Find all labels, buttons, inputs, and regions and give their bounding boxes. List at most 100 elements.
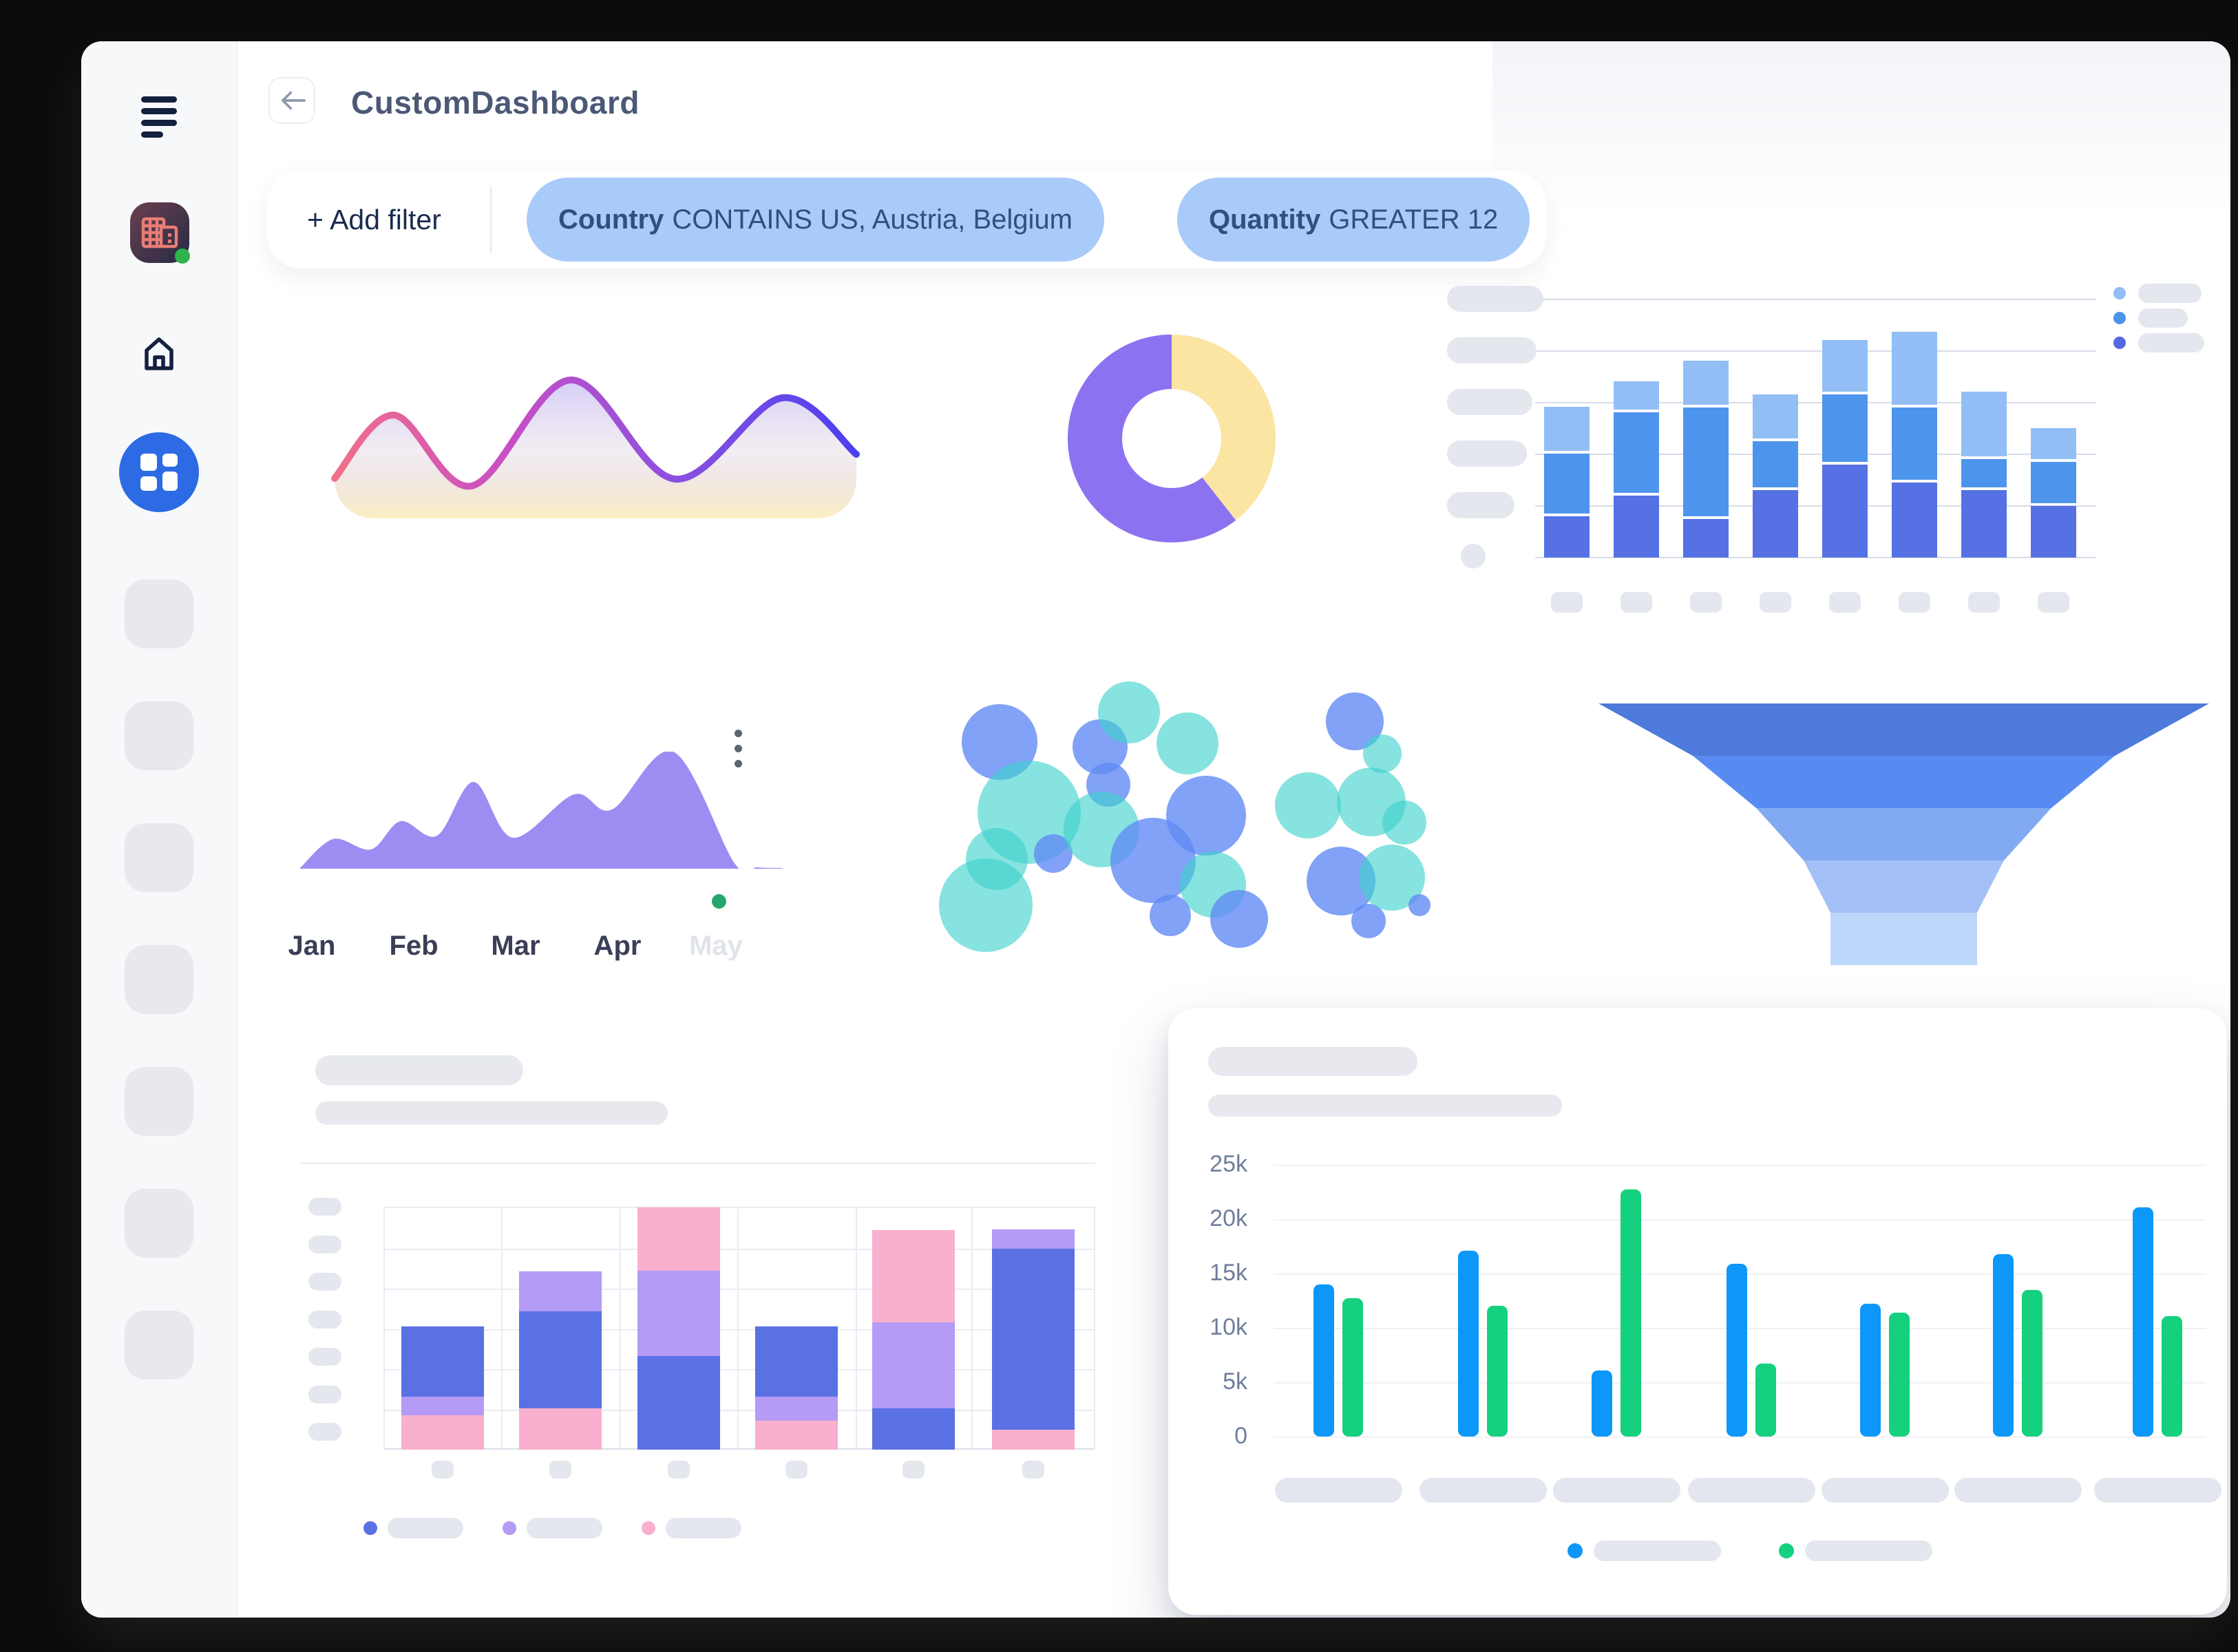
stacked-bar — [1753, 394, 1798, 558]
sidebar — [81, 41, 237, 1618]
filter-field: Country — [558, 204, 664, 235]
legend-label-pill — [2138, 333, 2204, 352]
y-axis-pill — [1461, 544, 1486, 569]
wave-line-chart — [330, 344, 861, 530]
bar-segment — [992, 1430, 1075, 1450]
series-green-bar — [1755, 1364, 1776, 1437]
bubble-teal — [1275, 772, 1341, 838]
back-button[interactable] — [268, 77, 315, 124]
x-axis-pill — [1553, 1478, 1680, 1503]
legend-item[interactable] — [642, 1518, 741, 1538]
x-axis-pill — [1022, 1461, 1044, 1479]
x-axis-pill — [1690, 592, 1722, 613]
menu-bar — [141, 120, 177, 126]
filter-field: Quantity — [1209, 204, 1321, 235]
bar-segment — [1753, 394, 1798, 438]
bar-segment — [1961, 490, 2007, 558]
legend-dot — [2113, 312, 2126, 324]
legend-dot — [2113, 287, 2126, 299]
sidebar-item-dashboards-active[interactable] — [119, 432, 199, 512]
active-month-marker — [712, 894, 726, 909]
bar-segment — [1961, 391, 2007, 456]
background-tint — [1492, 41, 2230, 213]
sidebar-item-placeholder[interactable] — [125, 823, 193, 892]
bar-segment — [1753, 441, 1798, 488]
sidebar-item-placeholder[interactable] — [125, 1189, 193, 1258]
x-axis-pill — [1899, 592, 1930, 613]
legend-item[interactable] — [1779, 1540, 1932, 1561]
bar-segment — [1683, 407, 1729, 516]
legend-item[interactable] — [2113, 308, 2188, 328]
bar-segment — [2031, 461, 2076, 503]
bar-segment — [1822, 339, 1868, 392]
stacked-bar — [2031, 427, 2076, 558]
y-axis-label: 20k — [1210, 1205, 1247, 1231]
y-axis-pill — [308, 1348, 341, 1366]
legend-dot — [2113, 337, 2126, 349]
x-tick-may: May — [689, 931, 743, 961]
sidebar-item-placeholder[interactable] — [125, 945, 193, 1014]
x-tick-mar: Mar — [491, 931, 540, 961]
window-dot — [168, 240, 171, 243]
bar-segment — [1614, 495, 1659, 558]
bar-segment — [637, 1207, 720, 1271]
stacked-bar-chart — [1535, 299, 2096, 558]
legend-item[interactable] — [1567, 1540, 1721, 1561]
x-axis-pill — [2094, 1478, 2221, 1503]
legend-item[interactable] — [363, 1518, 463, 1538]
window-dot — [168, 233, 171, 237]
gridline — [383, 1249, 1095, 1250]
bubble-blue — [1210, 890, 1268, 948]
app-window: CustomDashboard + Add filter Country CON… — [81, 41, 2230, 1618]
chart-title-placeholder — [315, 1055, 523, 1086]
sidebar-item-placeholder[interactable] — [125, 580, 193, 648]
bar-segment — [519, 1271, 602, 1312]
stacked-bar — [755, 1326, 838, 1450]
legend-dot — [1779, 1543, 1794, 1558]
stacked-bar — [1961, 391, 2007, 558]
kebab-menu[interactable] — [731, 730, 745, 775]
gridline — [1274, 1165, 2206, 1166]
bar-segment — [1544, 454, 1590, 513]
x-axis-pill — [431, 1461, 454, 1479]
dashboard-grid-icon — [140, 454, 178, 491]
stacked-bar — [1614, 381, 1659, 558]
stacked-bar — [1544, 407, 1590, 558]
bar-segment — [1892, 332, 1937, 405]
stacked-bar — [401, 1326, 484, 1450]
menu-icon[interactable] — [141, 96, 177, 143]
sidebar-item-placeholder[interactable] — [125, 701, 193, 770]
add-filter-button[interactable]: + Add filter — [307, 203, 441, 235]
legend-label-pill — [666, 1518, 741, 1538]
stacked-bar — [1822, 339, 1868, 558]
sidebar-item-placeholder[interactable] — [125, 1311, 193, 1379]
series-green-bar — [1889, 1312, 1910, 1437]
legend-item[interactable] — [2113, 284, 2202, 303]
company-logo[interactable] — [129, 201, 192, 264]
legend-item[interactable] — [2113, 333, 2204, 352]
x-axis-pill — [1621, 592, 1652, 613]
x-axis-pill — [1954, 1478, 2082, 1503]
sidebar-item-placeholder[interactable] — [125, 1067, 193, 1136]
funnel-band — [1804, 860, 2004, 913]
stacked-bar — [519, 1271, 602, 1450]
filter-chip-country[interactable]: Country CONTAINS US, Austria, Belgium — [527, 178, 1104, 262]
bubble-teal — [1157, 712, 1218, 774]
gridline — [620, 1207, 621, 1450]
kebab-dot — [734, 745, 742, 752]
filter-chip-quantity[interactable]: Quantity GREATER 12 — [1177, 178, 1530, 262]
gridline — [383, 1448, 1095, 1450]
divider — [300, 1163, 1095, 1164]
sidebar-item-home[interactable] — [138, 333, 180, 374]
chart-title-placeholder — [1208, 1047, 1417, 1076]
legend-item[interactable] — [503, 1518, 602, 1538]
bar-segment — [1614, 381, 1659, 410]
series-blue-bar — [1860, 1304, 1881, 1437]
bubble-blue — [1351, 904, 1386, 938]
bar-segment — [519, 1408, 602, 1450]
y-axis-label: 10k — [1210, 1314, 1247, 1340]
x-axis-pill — [785, 1461, 807, 1479]
grouped-bar-card: 25k 20k 15k 10k 5k 0 — [1168, 1008, 2227, 1615]
stacked-bar — [992, 1229, 1075, 1450]
y-axis-pill — [1447, 337, 1537, 363]
